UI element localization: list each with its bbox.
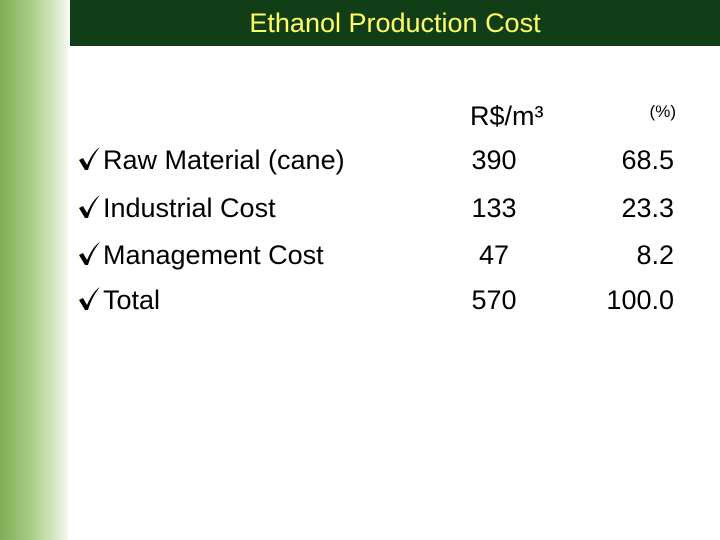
row-label: Industrial Cost [103,193,276,223]
row-label: Management Cost [103,240,324,270]
percent-value: 8.2 [636,240,674,270]
header-bar [70,0,720,46]
percent-value: 68.5 [621,145,674,175]
cost-value: 133 [471,193,517,223]
cost-value: 47 [478,240,510,270]
checkmark [79,287,100,310]
checkmark [79,195,100,218]
side-strip [0,0,68,540]
cost-value: 390 [471,145,517,175]
percent-value: 100.0 [606,285,674,315]
row-label: Raw Material (cane) [103,145,345,175]
checkmark [79,242,100,265]
cost-value: 570 [471,285,517,315]
row-label: Total [103,285,161,315]
percent-value: 23.3 [621,193,674,223]
checkmark [79,147,100,170]
column-header: R$/m³ [470,101,544,131]
title: Ethanol Production Cost [249,8,541,38]
column-header: (%) [649,102,676,121]
